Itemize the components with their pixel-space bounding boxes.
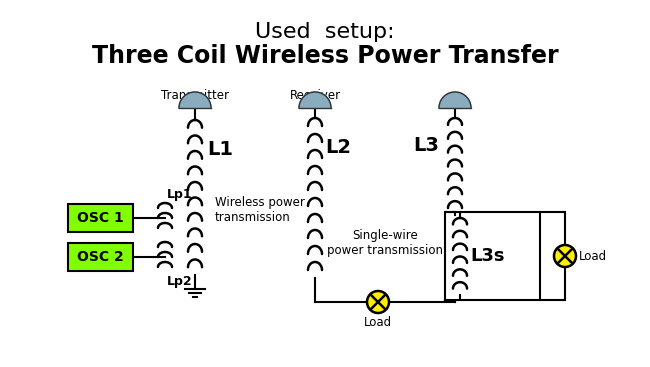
Bar xyxy=(68,204,133,232)
Text: Transmitter: Transmitter xyxy=(161,89,229,102)
Circle shape xyxy=(554,245,576,267)
Text: Lp1: Lp1 xyxy=(167,188,192,201)
Polygon shape xyxy=(299,92,331,108)
Circle shape xyxy=(367,291,389,313)
Text: Three Coil Wireless Power Transfer: Three Coil Wireless Power Transfer xyxy=(92,44,558,68)
Bar xyxy=(68,243,133,271)
Text: L1: L1 xyxy=(207,140,233,159)
Text: Used  setup:: Used setup: xyxy=(255,22,395,42)
Text: OSC 2: OSC 2 xyxy=(77,250,124,264)
Text: Single-wire
power transmission: Single-wire power transmission xyxy=(327,229,443,257)
Text: Wireless power
transmission: Wireless power transmission xyxy=(215,196,305,224)
Text: OSC 1: OSC 1 xyxy=(77,211,124,225)
Polygon shape xyxy=(179,92,211,108)
Polygon shape xyxy=(439,92,471,108)
Text: L3s: L3s xyxy=(470,247,504,265)
Text: Lp2: Lp2 xyxy=(167,275,192,288)
Text: L2: L2 xyxy=(325,138,351,157)
Text: Load: Load xyxy=(364,316,392,329)
Bar xyxy=(445,212,540,300)
Text: Receiver: Receiver xyxy=(289,89,341,102)
Text: L3: L3 xyxy=(413,136,439,155)
Text: Load: Load xyxy=(579,250,607,262)
